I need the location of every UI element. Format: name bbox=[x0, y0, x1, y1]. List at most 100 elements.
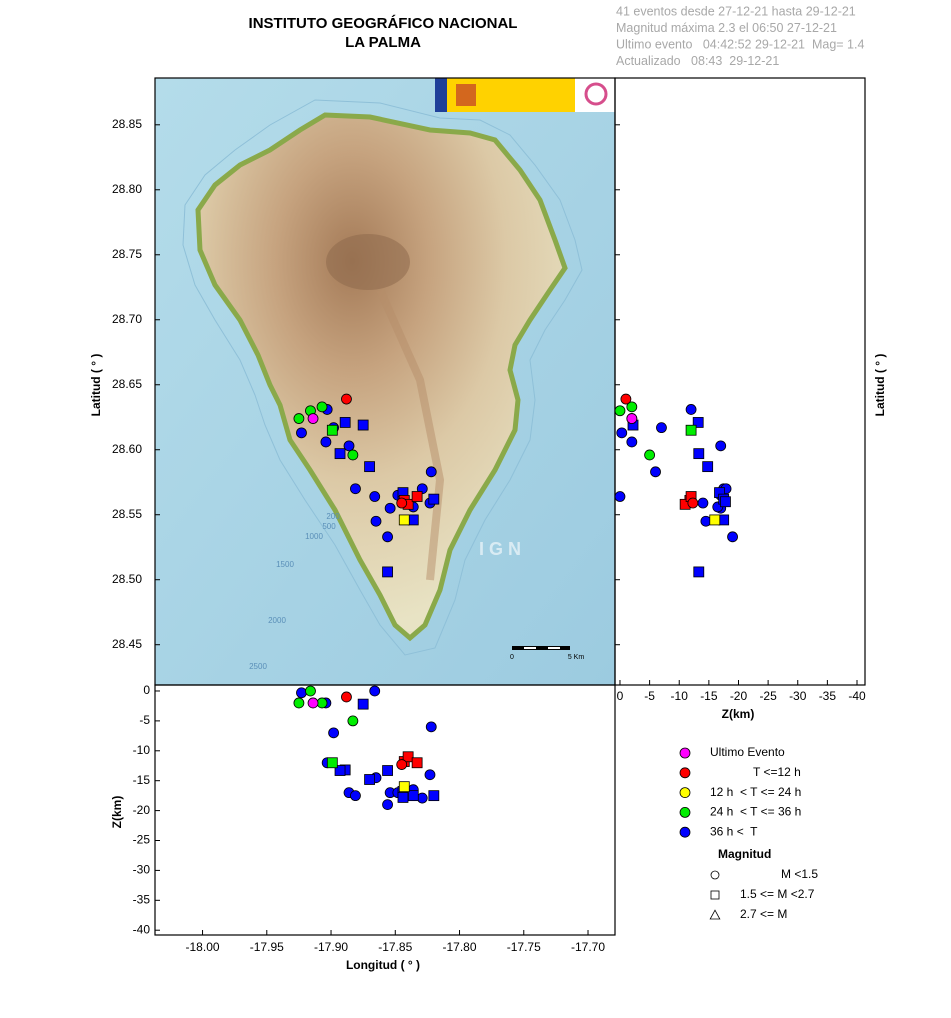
x-tick-label: -18.00 bbox=[186, 940, 220, 954]
event-map bbox=[407, 514, 419, 526]
event-lon-depth bbox=[341, 691, 352, 703]
legend-label: M <1.5 bbox=[781, 867, 818, 881]
event-depth-lat bbox=[650, 466, 661, 478]
info-line: Ultimo evento 04:42:52 29-12-21 Mag= 1.4 bbox=[616, 37, 864, 51]
event-map bbox=[428, 493, 440, 505]
y-tick-label: 28.45 bbox=[112, 637, 142, 651]
contour-label: 1500 bbox=[276, 560, 294, 569]
legend-swatch bbox=[679, 807, 691, 818]
z-tick-label: 0 bbox=[143, 683, 150, 697]
logo-shield bbox=[456, 84, 476, 106]
z-tick-label: 0 bbox=[617, 689, 624, 703]
legend-shape bbox=[710, 890, 720, 900]
event-lon-depth bbox=[334, 765, 346, 776]
z-tick-label: -30 bbox=[133, 863, 151, 877]
magnitude-title: Magnitud bbox=[718, 847, 771, 861]
z-tick-label: -25 bbox=[759, 689, 777, 703]
z-tick-label: -5 bbox=[644, 689, 655, 703]
event-map bbox=[425, 466, 437, 478]
event-depth-lat bbox=[685, 404, 697, 415]
y-tick-label: 28.55 bbox=[112, 507, 142, 521]
z-tick-label: -25 bbox=[133, 833, 151, 847]
contour-line bbox=[182, 99, 583, 656]
legend-swatch bbox=[679, 826, 691, 838]
z-tick-label: -40 bbox=[133, 922, 151, 936]
event-lon-depth bbox=[350, 790, 361, 802]
event-depth-lat bbox=[702, 461, 714, 473]
event-map bbox=[357, 419, 369, 431]
contour-label: 2500 bbox=[249, 662, 267, 671]
z-tick-label: -20 bbox=[730, 689, 748, 703]
event-depth-lat bbox=[727, 531, 738, 543]
event-lon-depth bbox=[305, 685, 316, 697]
legend-swatch bbox=[679, 787, 691, 798]
legend-label: 24 h < T <= 36 h bbox=[710, 805, 801, 819]
legend-label: T <=12 h bbox=[753, 765, 801, 779]
event-lon-depth bbox=[402, 751, 414, 763]
y-tick-label: 28.50 bbox=[112, 572, 142, 586]
contour-label: 2000 bbox=[268, 616, 286, 625]
event-depth-lat bbox=[693, 566, 705, 578]
y-tick-label: 28.75 bbox=[112, 247, 142, 261]
event-depth-lat bbox=[644, 449, 656, 461]
event-lon-depth bbox=[316, 697, 328, 709]
event-map bbox=[398, 514, 410, 526]
event-depth-lat bbox=[614, 491, 626, 502]
event-map bbox=[350, 483, 361, 495]
event-lon-depth bbox=[396, 759, 408, 770]
event-depth-lat bbox=[685, 424, 697, 436]
event-lon-depth bbox=[357, 698, 369, 710]
legend-label: 12 h < T <= 24 h bbox=[710, 785, 801, 799]
legend-label: 2.7 <= M bbox=[740, 907, 787, 921]
event-map bbox=[339, 417, 351, 428]
event-lon-depth bbox=[382, 765, 393, 776]
event-map bbox=[334, 448, 346, 460]
legend-swatch bbox=[679, 747, 691, 759]
info-line: 41 eventos desde 27-12-21 hasta 29-12-21 bbox=[616, 4, 856, 18]
event-map bbox=[296, 427, 307, 439]
z-tick-label: -40 bbox=[848, 689, 866, 703]
event-lon-depth bbox=[369, 685, 381, 697]
y-tick-label: 28.60 bbox=[112, 442, 142, 456]
y-tick-label: 28.85 bbox=[112, 117, 142, 131]
event-depth-lat bbox=[687, 497, 699, 509]
title: INSTITUTO GEOGRÁFICO NACIONAL bbox=[249, 15, 518, 32]
z-tick-label: -10 bbox=[133, 743, 151, 757]
island bbox=[195, 112, 568, 642]
event-depth-lat bbox=[715, 440, 727, 452]
depth-lat-frame bbox=[614, 77, 866, 686]
event-lon-depth bbox=[296, 687, 307, 699]
event-lon-depth bbox=[326, 757, 338, 769]
event-map bbox=[307, 413, 319, 424]
scale-label: 5 Km bbox=[568, 654, 585, 661]
event-map bbox=[384, 502, 396, 514]
z-tick-label: -30 bbox=[789, 689, 807, 703]
event-lon-depth bbox=[397, 792, 409, 803]
event-lon-depth bbox=[425, 721, 437, 733]
z-axis-label: Z(km) bbox=[722, 707, 755, 721]
event-map bbox=[396, 497, 408, 509]
z-tick-label: -35 bbox=[819, 689, 837, 703]
y-tick-label: 28.70 bbox=[112, 312, 142, 326]
event-map bbox=[293, 413, 305, 424]
z-tick-label: -15 bbox=[700, 689, 718, 703]
event-depth-lat bbox=[614, 405, 626, 417]
y-tick-label: 28.80 bbox=[112, 182, 142, 196]
event-depth-lat bbox=[626, 401, 638, 413]
legend-shape bbox=[710, 870, 720, 880]
x-tick-label: -17.80 bbox=[443, 940, 477, 954]
event-map bbox=[320, 436, 332, 448]
x-tick-label: -17.90 bbox=[314, 940, 348, 954]
event-depth-lat bbox=[709, 514, 721, 526]
watermark: I G N bbox=[479, 539, 521, 559]
event-depth-lat bbox=[693, 448, 705, 460]
event-lon-depth bbox=[407, 790, 419, 802]
scale-bar-seg bbox=[548, 647, 560, 649]
event-map bbox=[343, 440, 355, 452]
logo-150 bbox=[584, 82, 608, 106]
y-tick-label: 28.65 bbox=[112, 377, 142, 391]
contour-label: 200 bbox=[326, 512, 340, 521]
event-map bbox=[382, 566, 393, 578]
event-lon-depth bbox=[382, 799, 393, 811]
